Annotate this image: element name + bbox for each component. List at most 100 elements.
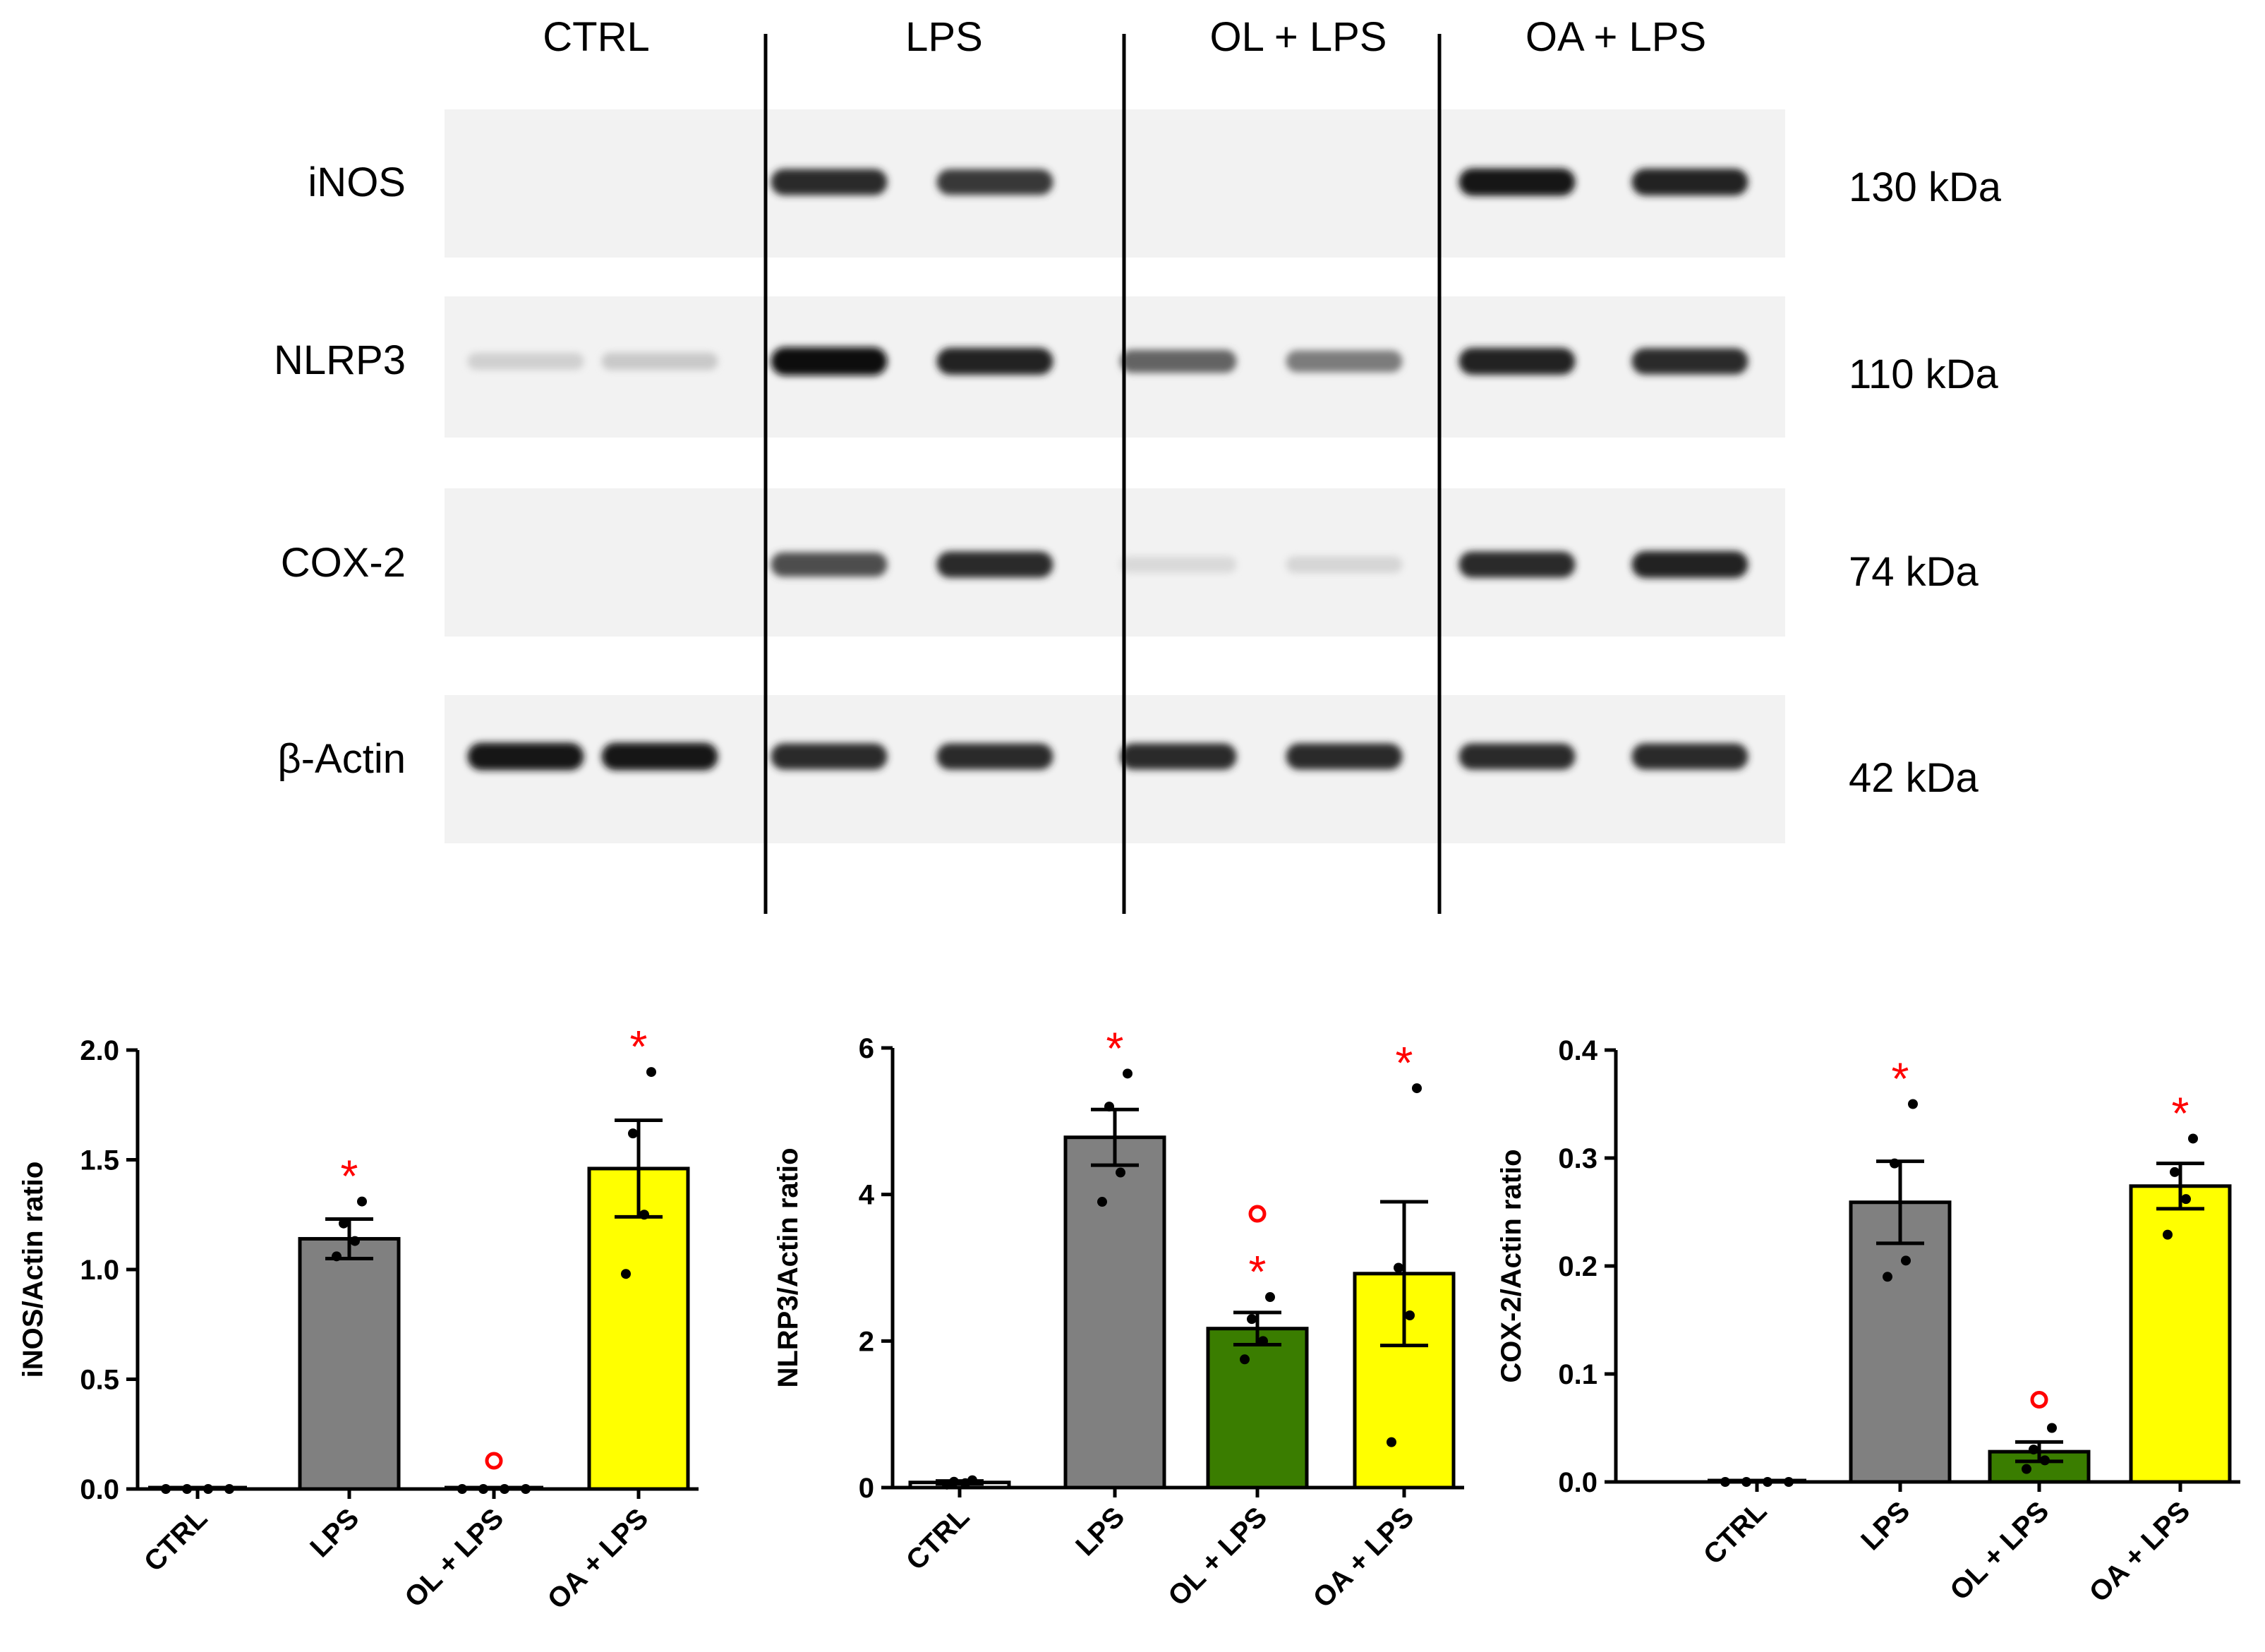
bar [1063,1135,1166,1490]
molecular-weight-label: 74 kDa [1849,549,1979,595]
data-point [357,1196,367,1207]
y-tick-label: 1.0 [80,1255,119,1286]
blot-band [1286,743,1403,770]
significance-star: * [1892,1054,1909,1104]
blot-group-label: OL + LPS [1210,14,1387,60]
x-tick-label: CTRL [138,1502,214,1578]
blot-band [771,552,888,577]
data-point [182,1484,192,1494]
x-tick-label: OA + LPS [542,1502,655,1615]
data-point [478,1484,488,1494]
bar [587,1166,690,1491]
y-tick-label: 0 [859,1473,874,1504]
y-tick-label: 0.4 [1558,1035,1597,1066]
data-point [1387,1437,1396,1447]
protein-label: COX-2 [281,540,406,586]
y-tick-label: 0.0 [80,1474,119,1505]
data-point [1123,1068,1132,1079]
protein-label: iNOS [308,159,406,205]
data-point [1741,1477,1751,1487]
data-point [1883,1272,1892,1282]
blot-strip [445,109,1785,258]
blot-band [1120,556,1237,573]
blot-band [1631,743,1748,770]
blot-band [1631,348,1748,375]
chart: 0.0 0.5 1.0 1.5 2.0 iNOS/Actin ratio CTRL LPS OL… [18,1021,699,1615]
y-tick-label: 0.2 [1558,1251,1597,1282]
data-point [2047,1423,2057,1433]
data-point [203,1484,213,1494]
y-axis-label: iNOS/Actin ratio [18,1162,49,1378]
data-point [1405,1310,1415,1320]
x-tick-label: OL + LPS [1162,1501,1273,1612]
x-tick-label: OL + LPS [1944,1495,2055,1606]
blot-band [467,742,584,771]
y-axis-label: COX-2/Actin ratio [1496,1149,1527,1382]
x-tick-label: CTRL [1698,1495,1773,1571]
data-point [1890,1158,1899,1169]
y-tick-label: 6 [859,1033,874,1064]
blot-strip [445,488,1785,637]
data-point [621,1269,631,1279]
molecular-weight-label: 110 kDa [1849,351,1998,397]
chart: 0.0 0.1 0.2 0.3 0.4 COX-2/Actin ratio CTRL LPS O… [1496,1035,2240,1608]
blot-band [601,742,718,771]
data-point [1908,1099,1918,1109]
data-point [332,1251,342,1262]
y-tick-label: 4 [859,1180,875,1211]
significance-circle [485,1452,503,1470]
blot-band [467,352,584,370]
blot-band [771,743,888,770]
blot-band [771,169,888,195]
blot-band [1458,743,1576,770]
data-point [2029,1445,2038,1455]
significance-star: * [1106,1023,1124,1073]
data-point [1265,1292,1275,1303]
western-blot-panel: CTRL LPS OL + LPS OA + LPS iNOS 130 kDa NLRP3 1… [274,14,2002,914]
y-tick-label: 0.1 [1558,1359,1597,1390]
data-point [1763,1477,1772,1487]
blot-band [601,352,718,370]
data-point [1258,1336,1268,1346]
blot-band [1631,550,1748,579]
data-point [1104,1102,1114,1112]
bar [1206,1327,1309,1490]
y-tick-label: 1.5 [80,1145,119,1176]
data-point [1097,1197,1107,1207]
protein-label: β-Actin [277,736,406,782]
protein-label: NLRP3 [274,337,406,383]
data-point [2188,1133,2198,1144]
blot-band [1120,743,1237,770]
y-axis-label: NLRP3/Actin ratio [773,1147,804,1387]
data-point [2040,1455,2050,1466]
data-point [628,1128,638,1139]
data-point [639,1210,649,1220]
data-point [2022,1464,2031,1474]
data-point [1394,1262,1403,1273]
x-tick-label: OL + LPS [399,1502,509,1613]
blot-band [771,347,888,375]
blot-band [936,347,1053,375]
blot-band [1458,347,1576,375]
data-point [949,1476,959,1487]
x-tick-label: LPS [1070,1501,1130,1562]
data-point [1116,1167,1125,1178]
blot-band [1458,168,1576,196]
blot-band [1458,551,1576,578]
data-point [1784,1477,1794,1487]
bar-charts-panel: 0.0 0.5 1.0 1.5 2.0 iNOS/Actin ratio CTRL LPS OL… [18,1021,2240,1615]
data-point [1240,1354,1250,1365]
significance-circle [1248,1205,1267,1223]
data-point [521,1484,531,1494]
molecular-weight-label: 130 kDa [1849,164,2002,210]
blot-group-label: OA + LPS [1526,14,1706,60]
y-tick-label: 0.5 [80,1365,119,1396]
data-point [1901,1255,1911,1266]
y-tick-label: 2.0 [80,1035,119,1066]
x-tick-label: OA + LPS [2084,1495,2197,1608]
bar [298,1236,401,1491]
y-tick-label: 0.3 [1558,1143,1597,1174]
data-point [1412,1083,1422,1094]
data-point [646,1067,656,1078]
